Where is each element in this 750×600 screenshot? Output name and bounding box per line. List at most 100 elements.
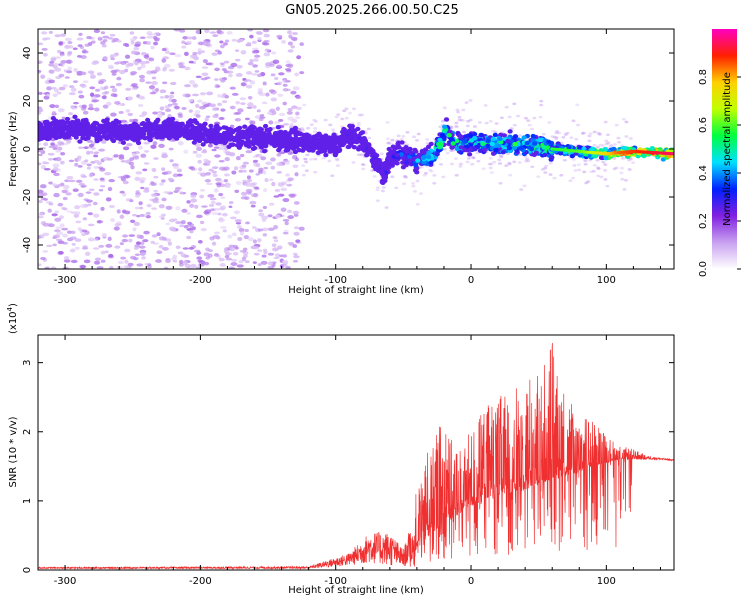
haze-point bbox=[313, 157, 318, 161]
noise-point bbox=[175, 221, 182, 225]
noise-point bbox=[161, 179, 166, 183]
noise-point bbox=[58, 215, 64, 220]
noise-point bbox=[119, 214, 125, 219]
noise-point bbox=[62, 266, 70, 269]
haze-point bbox=[573, 169, 578, 172]
haze-point bbox=[540, 168, 545, 171]
ridge-point bbox=[98, 128, 104, 133]
haze-point bbox=[631, 161, 636, 164]
noise-point bbox=[38, 42, 44, 46]
noise-point bbox=[162, 246, 169, 251]
ridge-point bbox=[114, 127, 120, 132]
haze-point bbox=[422, 173, 427, 177]
ridge-point bbox=[250, 146, 257, 151]
haze-point bbox=[410, 181, 415, 185]
noise-point bbox=[160, 217, 165, 220]
noise-point bbox=[206, 91, 214, 96]
noise-point bbox=[140, 60, 147, 65]
haze-point bbox=[614, 123, 619, 127]
haze-point bbox=[331, 128, 336, 132]
haze-point bbox=[360, 153, 365, 157]
noise-point bbox=[267, 227, 275, 231]
noise-point bbox=[85, 150, 91, 155]
noise-point bbox=[188, 60, 194, 64]
noise-point bbox=[236, 64, 243, 69]
noise-point bbox=[234, 189, 240, 193]
noise-point bbox=[58, 86, 66, 91]
noise-point bbox=[192, 150, 198, 154]
noise-point bbox=[236, 264, 244, 268]
noise-point bbox=[68, 92, 76, 96]
noise-point bbox=[159, 89, 167, 94]
noise-point bbox=[52, 147, 58, 150]
haze-point bbox=[592, 163, 597, 167]
noise-point bbox=[238, 38, 244, 43]
ridge-point bbox=[281, 141, 287, 146]
haze-point bbox=[554, 131, 559, 135]
haze-point bbox=[454, 157, 459, 160]
noise-point bbox=[258, 92, 266, 97]
noise-point bbox=[70, 259, 78, 264]
noise-point bbox=[139, 206, 144, 210]
noise-point bbox=[152, 200, 160, 204]
noise-point bbox=[115, 82, 123, 87]
noise-point bbox=[272, 236, 278, 240]
ridge-point bbox=[264, 127, 270, 133]
noise-point bbox=[63, 256, 70, 261]
noise-point bbox=[98, 244, 105, 248]
noise-point bbox=[220, 108, 226, 112]
ridge-point bbox=[530, 133, 536, 139]
noise-point bbox=[276, 162, 282, 167]
haze-point bbox=[425, 138, 430, 141]
ridge-point bbox=[454, 146, 460, 152]
ridge-point bbox=[64, 116, 71, 122]
noise-point bbox=[282, 264, 288, 268]
noise-point bbox=[114, 61, 120, 65]
noise-point bbox=[221, 68, 227, 71]
haze-point bbox=[565, 131, 570, 135]
noise-point bbox=[269, 178, 274, 182]
noise-point bbox=[278, 72, 285, 76]
haze-point bbox=[344, 107, 349, 111]
noise-point bbox=[125, 87, 132, 91]
haze-point bbox=[385, 137, 390, 141]
noise-point bbox=[217, 50, 222, 55]
haze-point bbox=[450, 162, 455, 166]
ridge-point bbox=[467, 147, 473, 152]
ridge-point bbox=[203, 130, 209, 135]
snr-multiplier-exponent: 4 bbox=[6, 306, 14, 311]
noise-point bbox=[76, 55, 82, 58]
noise-point bbox=[48, 62, 55, 67]
noise-point bbox=[43, 95, 50, 100]
noise-point bbox=[46, 86, 52, 91]
ridge-point bbox=[55, 122, 61, 127]
noise-point bbox=[176, 168, 183, 173]
ridge-point bbox=[341, 127, 348, 133]
spectrogram-x-label: Height of straight line (km) bbox=[288, 285, 424, 296]
noise-point bbox=[118, 156, 125, 160]
noise-point bbox=[113, 154, 119, 158]
ridge-point bbox=[273, 142, 279, 147]
snr-y-multiplier: (x104) bbox=[6, 303, 19, 334]
noise-point bbox=[163, 266, 169, 269]
ridge-point bbox=[257, 135, 263, 141]
noise-point bbox=[143, 149, 150, 153]
haze-point bbox=[335, 158, 340, 162]
ridge-point bbox=[450, 141, 456, 146]
haze-point bbox=[601, 160, 606, 164]
ridge-point bbox=[216, 126, 223, 131]
ridge-point bbox=[530, 138, 536, 143]
noise-point bbox=[51, 213, 58, 217]
ridge-point bbox=[261, 148, 268, 154]
haze-point bbox=[563, 133, 568, 136]
ridge-point bbox=[467, 133, 474, 138]
noise-point bbox=[200, 50, 206, 54]
haze-point bbox=[574, 137, 579, 141]
noise-point bbox=[181, 208, 188, 213]
haze-point bbox=[526, 159, 531, 163]
noise-point bbox=[179, 224, 184, 228]
noise-point bbox=[183, 224, 189, 229]
noise-point bbox=[213, 146, 220, 149]
ridge-point bbox=[489, 141, 495, 147]
noise-point bbox=[223, 173, 231, 177]
